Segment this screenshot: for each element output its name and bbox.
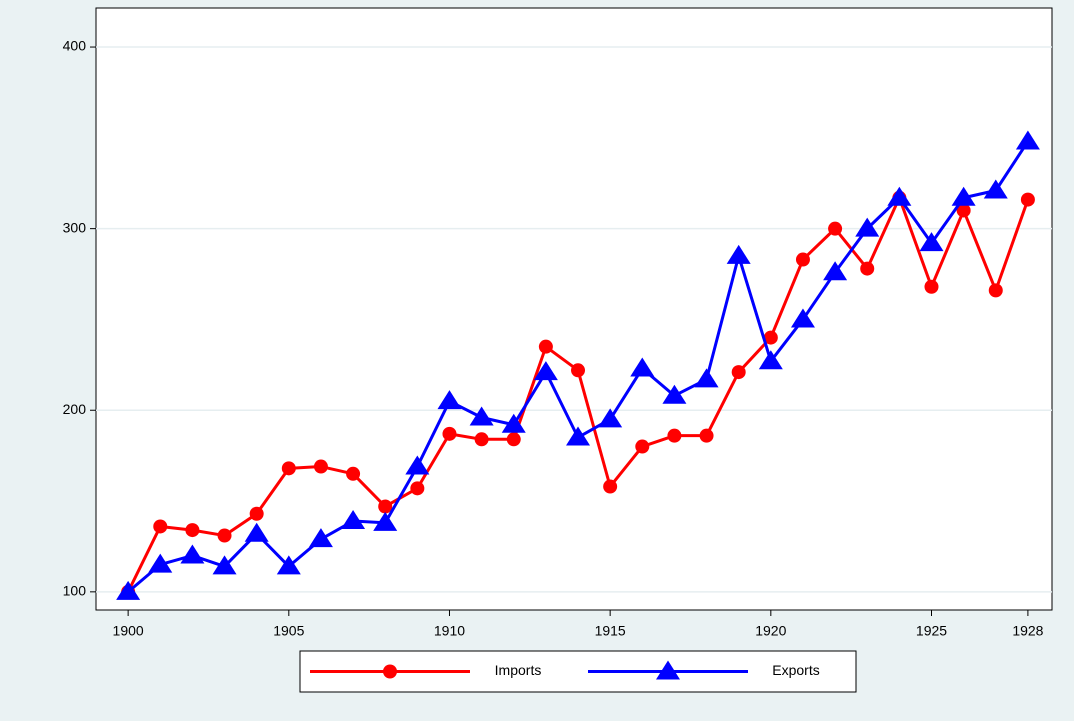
marker <box>635 439 650 454</box>
legend-marker <box>656 660 680 680</box>
marker <box>823 261 848 281</box>
marker <box>538 339 553 354</box>
y-tick-label: 400 <box>63 38 87 54</box>
marker <box>437 390 462 410</box>
marker <box>405 455 430 475</box>
x-tick-label: 1925 <box>916 623 947 639</box>
marker <box>795 252 810 267</box>
x-tick-label: 1915 <box>595 623 626 639</box>
marker <box>699 428 714 443</box>
marker <box>662 384 687 404</box>
marker <box>506 432 521 447</box>
marker <box>790 308 815 328</box>
x-tick-label: 1900 <box>113 623 144 639</box>
marker <box>180 544 205 564</box>
y-tick-label: 100 <box>63 583 87 599</box>
marker <box>217 528 232 543</box>
legend-label: Exports <box>772 662 819 678</box>
marker <box>956 203 971 218</box>
marker <box>474 432 489 447</box>
y-tick-label: 300 <box>63 219 87 235</box>
marker <box>603 479 618 494</box>
marker <box>442 426 457 441</box>
marker <box>924 279 939 294</box>
marker <box>1020 192 1035 207</box>
marker <box>212 555 237 575</box>
marker <box>566 426 591 446</box>
legend-label: Imports <box>495 662 542 678</box>
marker <box>346 466 361 481</box>
marker <box>533 361 558 381</box>
marker <box>860 261 875 276</box>
marker <box>185 523 200 538</box>
marker <box>276 555 301 575</box>
marker <box>410 481 425 496</box>
marker <box>855 217 880 237</box>
marker <box>763 330 778 345</box>
marker <box>249 506 264 521</box>
marker <box>281 461 296 476</box>
marker <box>571 363 586 378</box>
legend-marker <box>383 664 397 679</box>
marker <box>828 221 843 236</box>
marker <box>694 368 719 388</box>
marker <box>378 499 393 514</box>
marker <box>919 232 944 252</box>
marker <box>244 522 269 542</box>
marker <box>308 528 333 548</box>
marker <box>341 510 366 530</box>
marker <box>988 283 1003 298</box>
marker <box>148 553 173 573</box>
marker <box>598 408 623 428</box>
x-tick-label: 1928 <box>1012 623 1043 639</box>
marker <box>667 428 682 443</box>
x-tick-label: 1905 <box>273 623 304 639</box>
marker <box>983 179 1008 199</box>
marker <box>731 365 746 380</box>
marker <box>726 244 751 264</box>
marker <box>758 350 783 370</box>
marker <box>153 519 168 534</box>
marker <box>630 357 655 377</box>
marker <box>116 580 141 600</box>
y-tick-label: 200 <box>63 401 87 417</box>
x-tick-label: 1910 <box>434 623 465 639</box>
marker <box>373 511 398 531</box>
marker <box>469 406 494 426</box>
marker <box>313 459 328 474</box>
plot-area <box>95 7 1053 611</box>
marker <box>887 186 912 206</box>
x-tick-label: 1920 <box>755 623 786 639</box>
marker <box>1015 130 1040 150</box>
marker <box>951 186 976 206</box>
marker <box>501 413 526 433</box>
